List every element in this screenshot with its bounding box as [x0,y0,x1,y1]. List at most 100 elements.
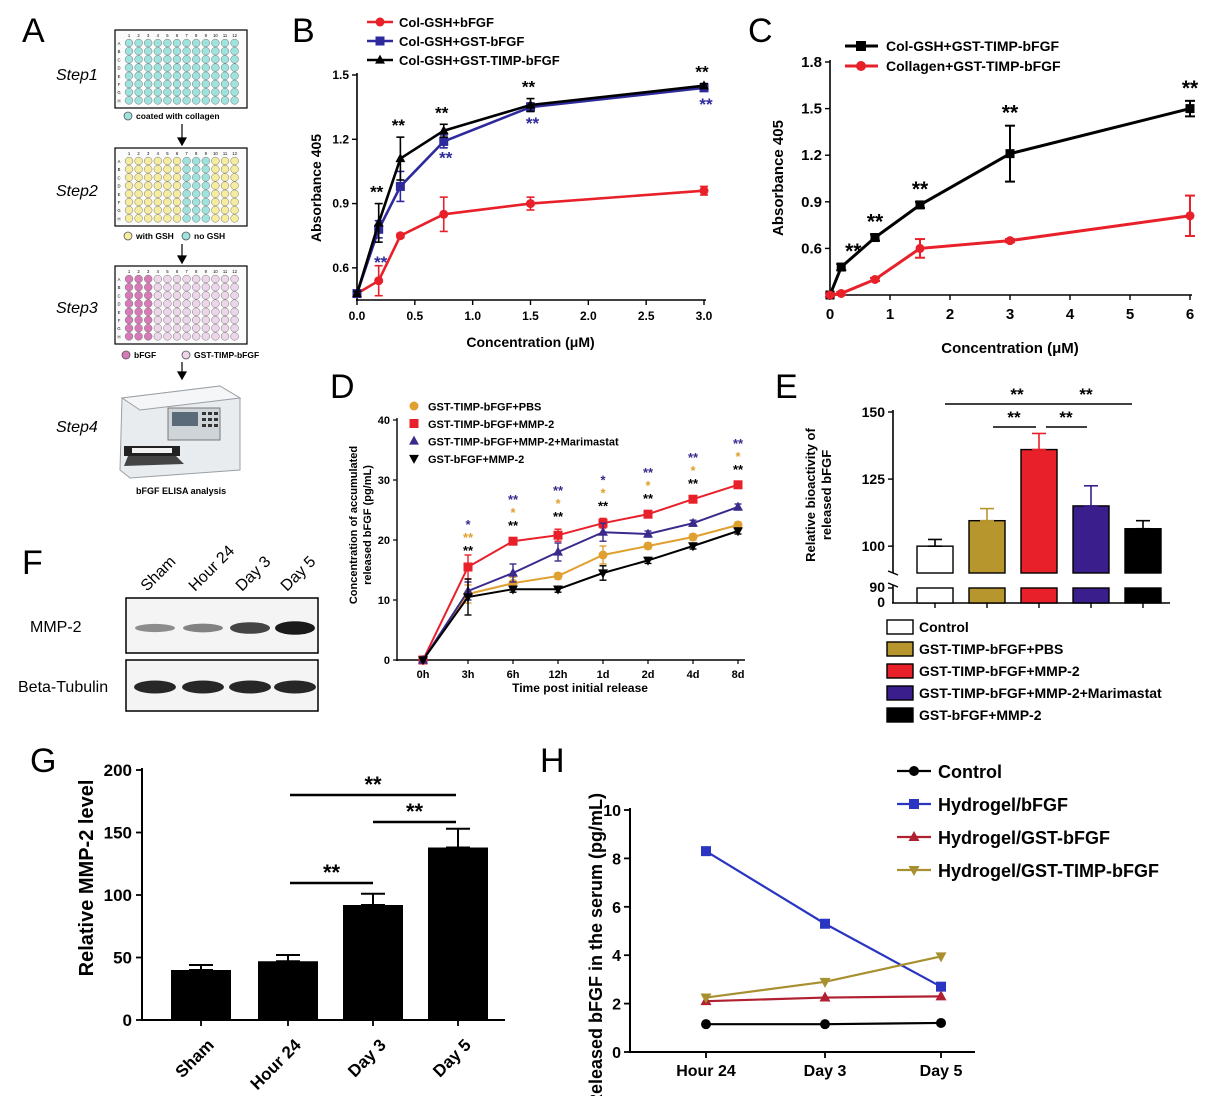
significance-orange: ** [463,530,474,545]
data-point [733,501,743,511]
legend-marker [409,435,419,445]
plate-well [220,214,230,223]
legend-label: Hydrogel/GST-bFGF [938,828,1110,848]
plate-col-label: 1 [128,269,131,274]
plate-well [153,55,162,64]
plate-well [220,206,230,215]
plate-well [172,38,182,48]
plate-well [144,165,153,174]
plate-well [192,79,201,89]
plate-well [211,206,220,215]
error-bar [446,827,470,849]
panel-label-d: D [330,368,355,406]
plate-well [144,71,153,80]
plate-well [134,55,143,64]
plate-well [124,315,134,325]
plate-well [201,206,210,215]
x-tick-label: 4 [1066,306,1075,323]
data-point [733,520,743,530]
data-point [643,509,653,519]
legend-gst-timp-bfgf: GST-TIMP-bFGF [194,350,259,360]
plate-well [172,332,182,341]
plate-well [201,283,210,292]
plate-well [182,79,191,89]
data-point [820,918,830,929]
plate-well [153,38,162,48]
plate-well [144,206,153,215]
plate-well [163,274,172,284]
plate-row-label: B [118,167,121,172]
plate-well [201,291,210,300]
plate-well [201,55,210,64]
plate-well [134,63,143,72]
bar-lower [916,587,954,604]
axis-break [887,570,899,576]
plate-well [153,299,162,308]
data-point [733,527,743,537]
legend-marker [909,799,919,809]
plate-well [192,181,201,190]
plate-well [211,324,220,333]
x-tick-label: 2.0 [580,309,597,323]
plate-well [201,47,210,56]
series-line [422,524,739,661]
plate-well [144,181,153,190]
blot-band-mmp2 [183,623,223,633]
plate-well [211,47,220,56]
y-axis-title: Absorbance 405 [308,134,324,242]
significance-marker: ** [364,772,382,797]
y-tick-label: 20 [378,535,390,547]
x-tick-label: 0 [826,306,834,323]
y-tick-label: 1.5 [801,101,822,118]
plate-row-label: E [118,192,121,197]
plate-well [163,214,172,223]
plate-well [172,55,182,64]
significance-orange: * [600,485,606,500]
plate-row-label: H [117,216,120,221]
plate-well [192,214,201,223]
plate-well [201,181,210,190]
legend-bfgf: bFGF [134,350,156,360]
data-point [699,80,709,90]
plate-well [211,63,220,72]
x-tick-label: 1 [886,306,894,323]
plate-well [134,156,143,166]
bar-upper [1020,448,1058,574]
data-point [819,977,831,988]
plate-well [124,181,134,190]
data-point [352,288,362,298]
plate-well [134,79,143,89]
x-axis-title: Time post initial release [512,681,648,695]
y-axis-title: Relative MMP-2 level [76,780,98,977]
error-bar [1032,432,1046,451]
significance-black: ** [522,78,536,97]
blot-band-mmp2 [275,621,315,635]
data-point [374,276,384,286]
plate-well [230,274,239,284]
plate-well [192,88,201,97]
plate-well [220,332,230,341]
plate-well [230,299,239,308]
plate-well [144,197,153,207]
plate-well [201,38,210,48]
plate-col-label: 9 [205,33,208,38]
data-point [643,541,653,551]
plate-well [153,96,162,105]
plate-well [201,96,210,105]
plate-row-label: B [118,285,121,290]
plate-well [192,71,201,80]
plate-col-label: 8 [195,151,198,156]
plate-well [172,315,182,325]
y-tick-label: 1.2 [801,147,822,164]
significance-blue: ** [699,95,713,114]
plate-col-label: 10 [213,33,218,38]
significance-blue: ** [688,450,699,465]
plate-well [144,214,153,223]
plate-well [211,299,220,308]
plate-well [182,214,191,223]
plate-well [172,96,182,105]
plate-col-label: 4 [157,269,160,274]
plate-well [153,47,162,56]
plate-well [163,88,172,97]
elisa-caption: bFGF ELISA analysis [136,486,226,496]
